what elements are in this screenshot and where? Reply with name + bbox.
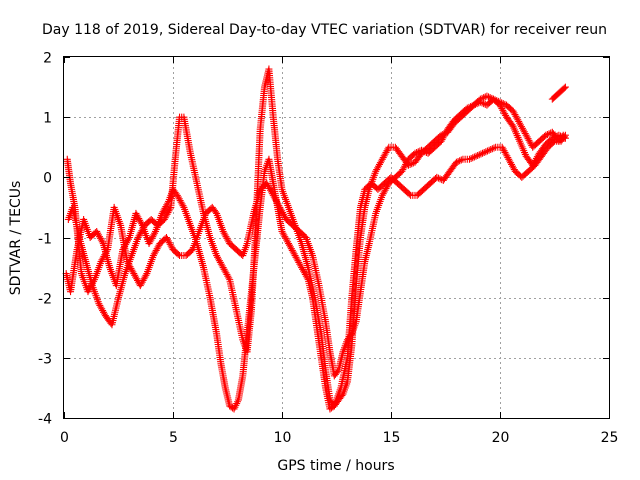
data-point bbox=[476, 95, 484, 103]
data-point bbox=[490, 144, 498, 152]
data-point bbox=[499, 100, 507, 108]
data-point bbox=[542, 131, 550, 139]
data-point bbox=[558, 133, 566, 141]
data-point bbox=[483, 92, 491, 100]
data-markers bbox=[62, 65, 569, 413]
x-tick-label: 15 bbox=[383, 430, 401, 446]
y-axis-label: SDTVAR / TECUs bbox=[8, 181, 24, 296]
data-point bbox=[454, 158, 462, 166]
series-track-b bbox=[64, 65, 569, 410]
data-point bbox=[334, 367, 342, 375]
data-point bbox=[486, 94, 494, 102]
y-tick-label: -3 bbox=[38, 352, 52, 368]
data-point bbox=[463, 104, 471, 112]
data-point bbox=[467, 103, 475, 111]
data-point bbox=[470, 153, 478, 161]
data-point bbox=[496, 98, 504, 106]
data-point bbox=[433, 173, 441, 181]
y-tick-label: 2 bbox=[43, 51, 52, 67]
data-point bbox=[166, 205, 174, 213]
data-point bbox=[493, 97, 501, 105]
data-point bbox=[560, 84, 568, 92]
data-point bbox=[142, 271, 150, 279]
data-point bbox=[174, 250, 182, 258]
data-point bbox=[561, 83, 569, 91]
data-point bbox=[491, 96, 499, 104]
data-point bbox=[465, 103, 473, 111]
data-point bbox=[411, 149, 419, 157]
data-point bbox=[475, 151, 483, 159]
data-point bbox=[480, 94, 488, 102]
data-point bbox=[456, 157, 464, 165]
data-point bbox=[477, 150, 485, 158]
data-point bbox=[488, 94, 496, 102]
data-point bbox=[489, 95, 497, 103]
data-point bbox=[482, 148, 490, 156]
series-track-c bbox=[63, 92, 567, 380]
data-point bbox=[179, 202, 187, 210]
x-tick-label: 25 bbox=[601, 430, 619, 446]
axis-ticks: 0 5 10 15 20 25 -4 -3 -2 -1 0 1 2 bbox=[38, 51, 618, 447]
data-point bbox=[488, 145, 496, 153]
x-tick-label: 5 bbox=[169, 430, 178, 446]
data-point bbox=[498, 99, 506, 107]
data-point bbox=[151, 229, 159, 237]
data-point bbox=[90, 277, 98, 285]
y-tick-label: -2 bbox=[38, 292, 52, 308]
x-tick-label: 0 bbox=[60, 430, 69, 446]
data-point bbox=[419, 147, 427, 155]
y-tick-label: -1 bbox=[38, 232, 52, 248]
data-point bbox=[543, 130, 551, 138]
x-tick-label: 10 bbox=[274, 430, 292, 446]
data-point bbox=[457, 156, 465, 164]
data-point bbox=[98, 238, 106, 246]
data-point bbox=[472, 152, 480, 160]
data-point bbox=[434, 174, 442, 182]
data-point bbox=[485, 93, 493, 101]
data-point bbox=[483, 147, 491, 155]
data-point bbox=[225, 274, 233, 282]
y-tick-label: 0 bbox=[43, 171, 52, 187]
chart-title: Day 118 of 2019, Sidereal Day-to-day VTE… bbox=[42, 22, 607, 38]
data-point bbox=[549, 138, 557, 146]
y-tick-label: -4 bbox=[38, 412, 52, 428]
data-point bbox=[212, 208, 220, 216]
data-point bbox=[413, 149, 421, 157]
series-track-a bbox=[62, 95, 569, 413]
x-tick-label: 20 bbox=[492, 430, 510, 446]
x-axis-label: GPS time / hours bbox=[277, 458, 394, 474]
data-point bbox=[478, 94, 486, 102]
data-point bbox=[418, 146, 426, 154]
data-point bbox=[559, 131, 567, 139]
data-point bbox=[103, 247, 111, 255]
data-point bbox=[480, 149, 488, 157]
data-point bbox=[452, 158, 460, 166]
series-late-segment bbox=[548, 83, 569, 103]
plot-frame bbox=[63, 56, 610, 419]
data-point bbox=[494, 97, 502, 105]
data-point bbox=[469, 154, 477, 162]
data-point bbox=[479, 149, 487, 157]
data-point bbox=[405, 190, 413, 198]
data-point bbox=[465, 155, 473, 163]
data-point bbox=[474, 152, 482, 160]
data-point bbox=[467, 155, 475, 163]
data-point bbox=[485, 146, 493, 154]
data-point bbox=[124, 235, 132, 243]
data-point bbox=[487, 146, 495, 154]
y-tick-label: 1 bbox=[43, 111, 52, 127]
data-point bbox=[408, 160, 416, 168]
data-point bbox=[347, 331, 355, 339]
data-point bbox=[384, 145, 392, 153]
data-point bbox=[414, 148, 422, 156]
